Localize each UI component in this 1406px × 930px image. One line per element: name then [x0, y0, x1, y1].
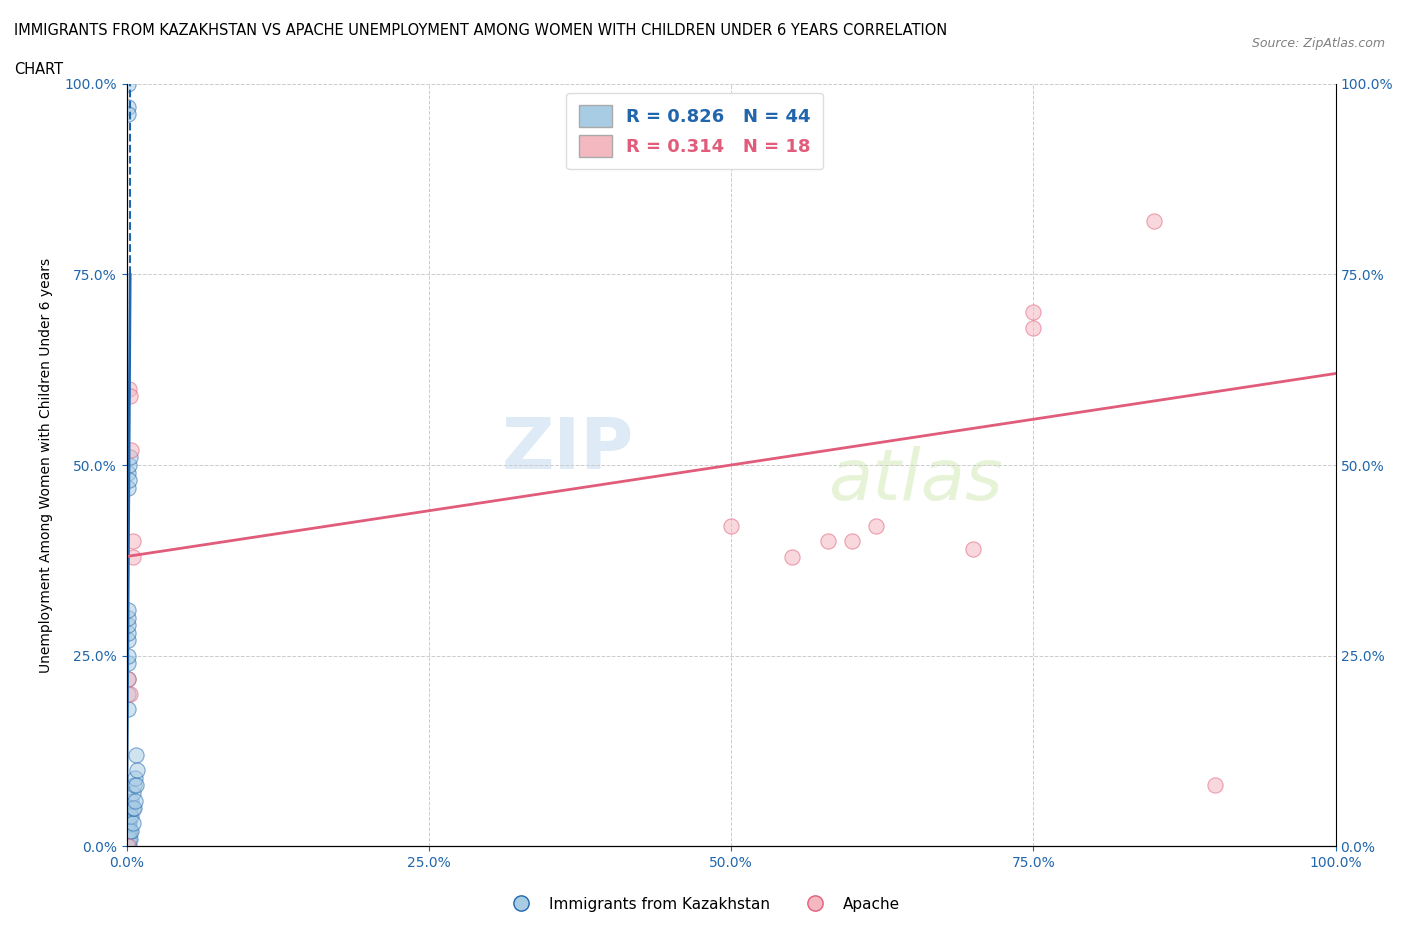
Point [117, 625, 139, 640]
Point [122, 777, 145, 792]
Legend: R = 0.826   N = 44, R = 0.314   N = 18: R = 0.826 N = 44, R = 0.314 N = 18 [567, 93, 823, 169]
Point [118, 824, 141, 839]
Point [121, 549, 143, 564]
Text: IMMIGRANTS FROM KAZAKHSTAN VS APACHE UNEMPLOYMENT AMONG WOMEN WITH CHILDREN UNDE: IMMIGRANTS FROM KAZAKHSTAN VS APACHE UNE… [14, 23, 948, 38]
Point [117, 671, 139, 686]
Point [117, 100, 139, 114]
Y-axis label: Unemployment Among Women with Children Under 6 years: Unemployment Among Women with Children U… [39, 258, 53, 672]
Point [117, 839, 139, 854]
Point [121, 816, 143, 830]
Point [120, 808, 142, 823]
Point [117, 824, 139, 839]
Point [118, 831, 141, 846]
Point [121, 534, 143, 549]
Point [124, 770, 146, 785]
Point [117, 686, 139, 701]
Point [1143, 214, 1166, 229]
Point [117, 816, 139, 830]
Point [117, 633, 139, 648]
Point [117, 465, 139, 480]
Point [120, 443, 142, 458]
Point [127, 763, 149, 777]
Point [125, 748, 148, 763]
Point [117, 618, 139, 632]
Point [120, 389, 142, 404]
Point [120, 808, 142, 823]
Text: ZIP: ZIP [502, 416, 634, 485]
Point [118, 472, 141, 487]
Point [120, 686, 142, 701]
Point [117, 839, 139, 854]
Point [865, 519, 887, 534]
Point [118, 839, 141, 854]
Point [122, 801, 145, 816]
Point [120, 450, 142, 465]
Point [118, 816, 141, 830]
Point [841, 534, 863, 549]
Point [121, 801, 143, 816]
Point [117, 701, 139, 716]
Point [117, 671, 139, 686]
Point [125, 777, 148, 792]
Point [121, 786, 143, 801]
Point [117, 648, 139, 663]
Text: CHART: CHART [14, 62, 63, 77]
Point [117, 656, 139, 671]
Point [780, 549, 803, 564]
Point [117, 603, 139, 618]
Point [817, 534, 839, 549]
Point [120, 824, 142, 839]
Legend: Immigrants from Kazakhstan, Apache: Immigrants from Kazakhstan, Apache [499, 891, 907, 918]
Point [120, 831, 142, 846]
Text: Source: ZipAtlas.com: Source: ZipAtlas.com [1251, 37, 1385, 50]
Point [120, 793, 142, 808]
Point [118, 458, 141, 472]
Point [118, 381, 141, 396]
Point [117, 481, 139, 496]
Point [720, 519, 742, 534]
Point [117, 76, 139, 91]
Point [1204, 777, 1226, 792]
Point [120, 801, 142, 816]
Point [124, 793, 146, 808]
Text: atlas: atlas [828, 445, 1002, 514]
Point [117, 107, 139, 122]
Point [962, 541, 984, 556]
Point [1022, 320, 1045, 335]
Point [120, 824, 142, 839]
Point [117, 824, 139, 839]
Point [117, 831, 139, 846]
Point [117, 610, 139, 625]
Point [1022, 305, 1045, 320]
